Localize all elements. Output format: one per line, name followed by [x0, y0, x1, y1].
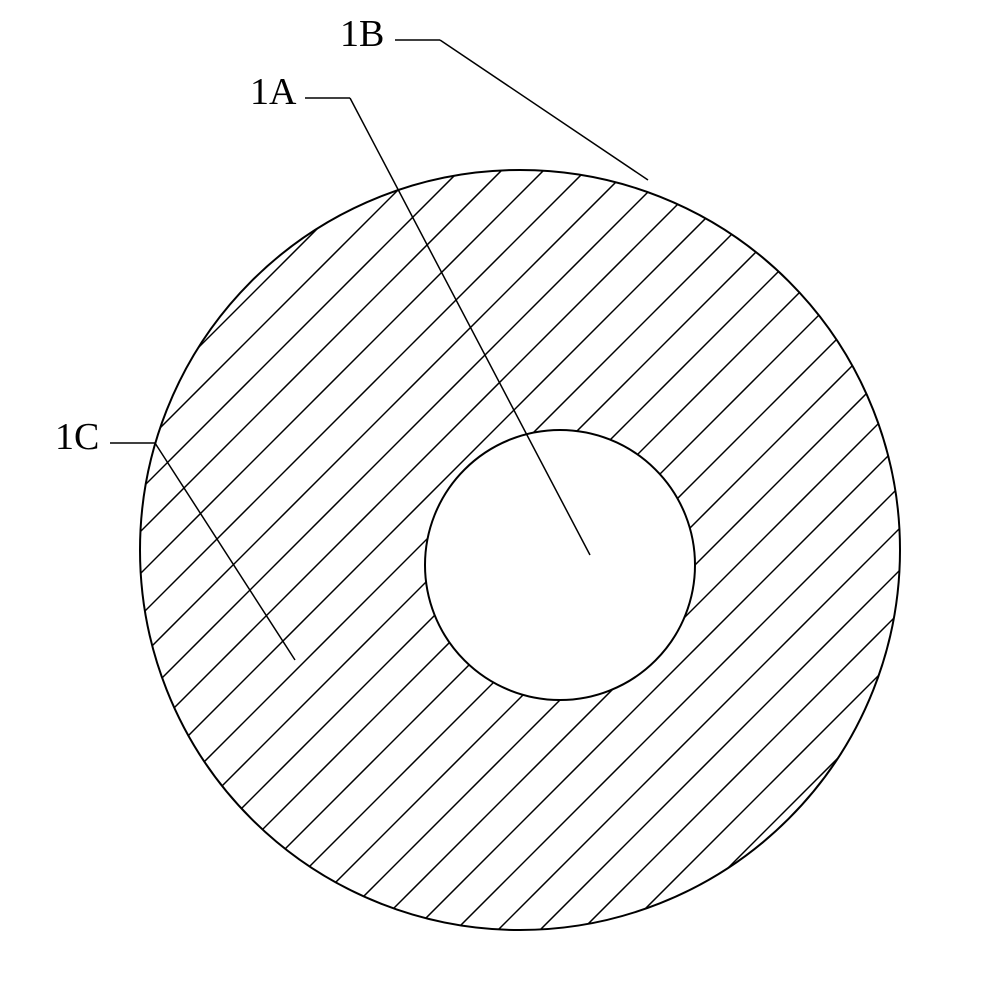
- label-1a: 1A: [250, 70, 296, 114]
- diagram-container: 1B 1A 1C: [0, 0, 982, 1000]
- cross-section-diagram: [0, 0, 982, 1000]
- label-1c: 1C: [55, 415, 99, 459]
- label-1b: 1B: [340, 12, 384, 56]
